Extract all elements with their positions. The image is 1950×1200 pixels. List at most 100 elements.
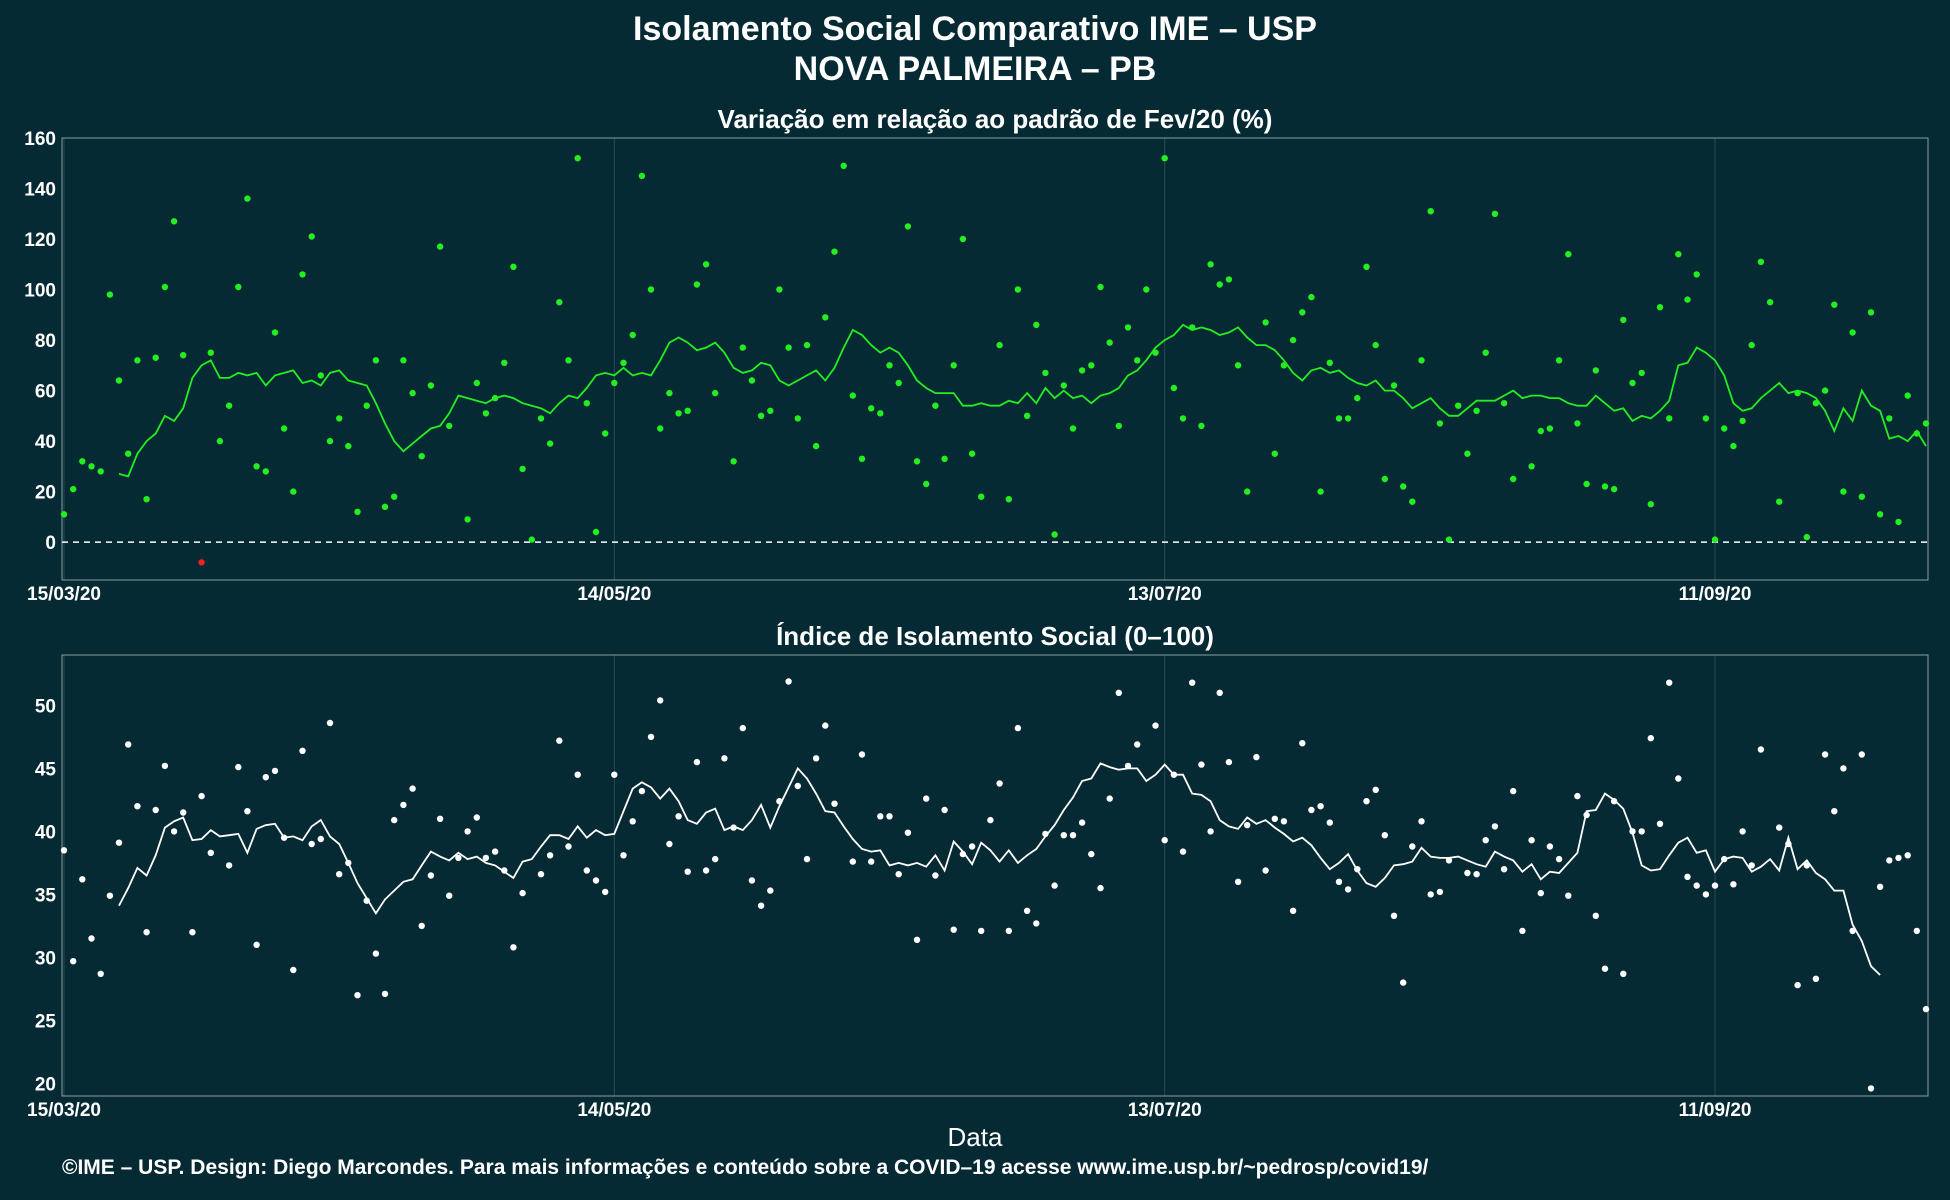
data-point	[290, 966, 297, 974]
x-tick-label: 14/05/20	[577, 584, 651, 605]
data-point	[1308, 293, 1315, 301]
data-point	[895, 871, 902, 878]
data-point	[1666, 415, 1673, 422]
data-point	[391, 493, 398, 500]
data-point	[1445, 857, 1453, 864]
data-point	[1711, 882, 1719, 889]
data-point	[1317, 803, 1324, 810]
data-point	[1097, 884, 1104, 892]
x-axis-label: Data	[947, 1122, 1003, 1152]
data-point	[280, 425, 288, 432]
data-point	[79, 876, 86, 883]
data-point	[88, 463, 95, 470]
data-point	[473, 379, 480, 387]
data-point	[574, 771, 581, 778]
data-point	[1867, 1085, 1875, 1092]
data-point	[125, 450, 132, 457]
data-point	[1684, 873, 1691, 880]
data-point	[904, 223, 912, 230]
data-point	[381, 990, 389, 998]
data-point	[336, 871, 343, 878]
data-point	[1271, 450, 1279, 457]
data-point	[702, 867, 710, 874]
data-point	[1546, 425, 1554, 432]
data-point	[427, 382, 435, 389]
data-point	[1537, 889, 1545, 897]
data-point	[629, 331, 636, 339]
x-tick-label: 15/03/20	[27, 584, 101, 605]
data-point	[326, 719, 334, 727]
data-point	[97, 970, 104, 977]
data-point	[1244, 821, 1251, 829]
data-point	[1317, 488, 1324, 495]
y-tick-label: 20	[35, 483, 56, 504]
data-point	[1308, 806, 1315, 814]
data-point	[1876, 883, 1884, 890]
data-point	[822, 722, 829, 729]
data-point	[143, 496, 150, 503]
data-point	[1060, 382, 1068, 389]
data-point	[464, 516, 471, 523]
data-point	[1849, 329, 1856, 336]
data-point	[1225, 758, 1233, 766]
panel-frame	[61, 654, 1929, 1097]
data-point	[1005, 927, 1012, 935]
data-point	[638, 172, 646, 180]
data-point	[794, 782, 801, 790]
data-point	[1289, 907, 1297, 914]
data-point	[262, 468, 269, 475]
data-point	[1592, 367, 1600, 374]
data-point	[280, 834, 288, 841]
data-point	[1179, 415, 1187, 422]
data-point	[1748, 341, 1755, 349]
data-point	[372, 357, 380, 364]
data-point	[657, 697, 664, 704]
data-point	[748, 877, 756, 884]
data-point	[446, 422, 453, 430]
y-tick-label: 80	[35, 331, 56, 352]
data-point	[207, 349, 214, 356]
data-point	[877, 410, 884, 417]
data-point	[482, 410, 490, 417]
data-point	[1620, 970, 1627, 977]
data-point	[904, 829, 912, 836]
data-point	[1253, 753, 1260, 761]
data-point	[1418, 818, 1425, 825]
data-point	[1812, 400, 1820, 407]
y-tick-label: 40	[35, 822, 56, 843]
data-point	[1620, 316, 1627, 324]
data-point	[1299, 740, 1306, 747]
data-point	[1198, 761, 1205, 768]
data-point	[1216, 689, 1223, 696]
data-point	[106, 892, 114, 899]
data-point	[1023, 412, 1031, 419]
data-point	[1014, 286, 1022, 293]
data-point	[1785, 840, 1792, 848]
data-point	[1262, 319, 1269, 326]
data-point	[803, 855, 811, 863]
data-point	[1134, 357, 1141, 364]
data-point	[70, 485, 77, 493]
data-point	[1455, 402, 1462, 409]
data-point	[170, 218, 178, 225]
data-point	[1363, 798, 1370, 805]
data-point	[1610, 798, 1618, 805]
data-point	[1409, 498, 1416, 505]
data-point	[611, 771, 618, 778]
data-point	[180, 352, 187, 359]
data-point	[225, 862, 233, 869]
data-point	[1161, 155, 1168, 162]
data-point	[1500, 866, 1508, 873]
data-point	[97, 468, 104, 475]
data-point	[1170, 771, 1178, 778]
data-point	[1409, 843, 1416, 850]
data-point	[235, 283, 242, 291]
data-point	[987, 816, 994, 824]
data-point	[1803, 862, 1811, 869]
data-point	[647, 286, 655, 293]
data-point	[510, 944, 517, 951]
data-point	[776, 286, 783, 293]
data-point	[427, 872, 435, 879]
data-point	[1693, 882, 1700, 889]
data-point	[225, 402, 233, 409]
